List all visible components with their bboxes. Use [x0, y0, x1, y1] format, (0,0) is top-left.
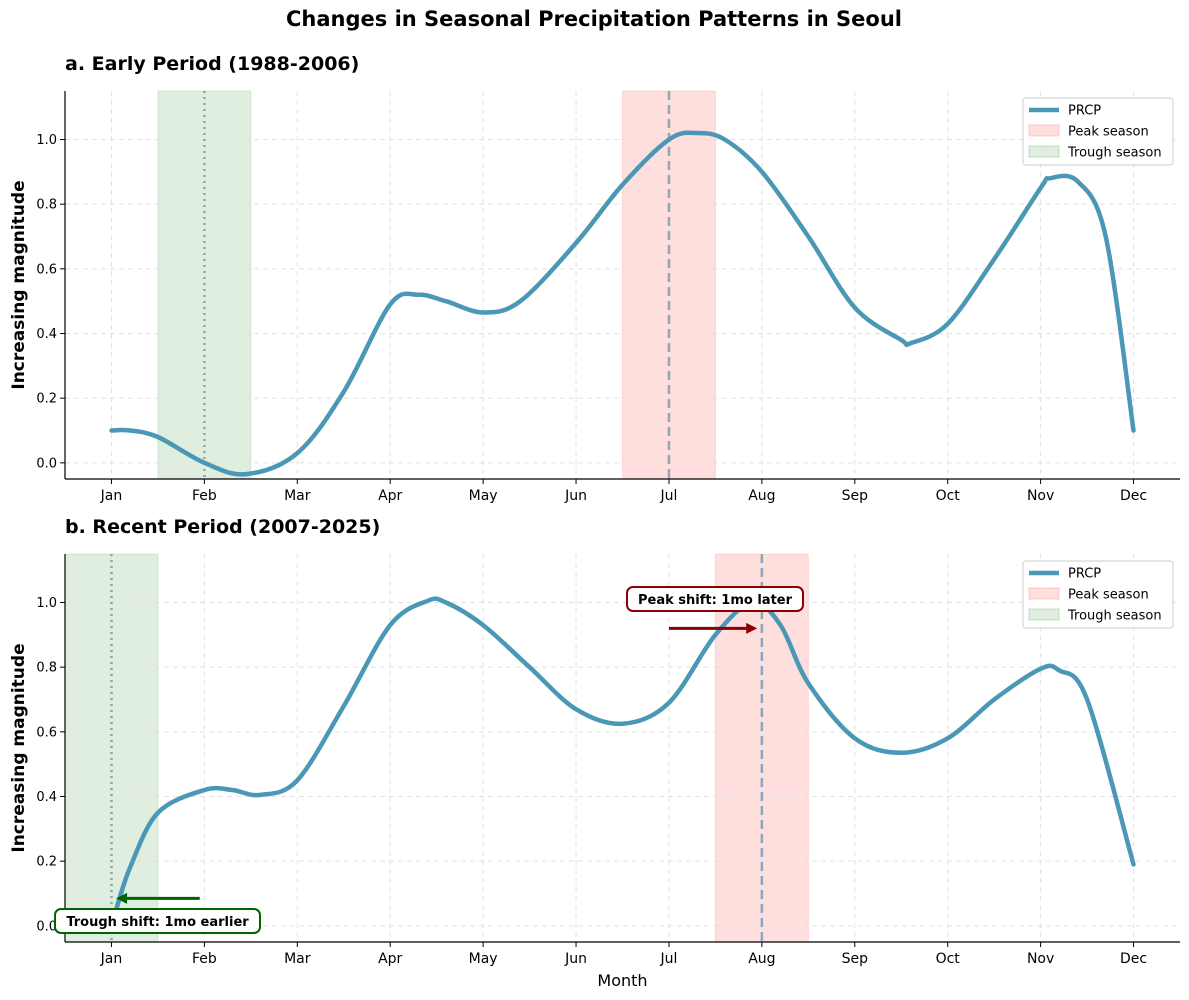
x-tick-label: Mar	[284, 951, 311, 967]
legend-box	[1022, 560, 1174, 629]
legend-peak-label: Peak season	[1068, 588, 1149, 603]
annotation-arrowhead	[746, 622, 758, 634]
x-tick-label: Dec	[1120, 951, 1147, 967]
x-tick-label: Mar	[284, 488, 311, 504]
y-tick-label: 0.2	[36, 855, 57, 870]
annotation-arrowhead	[116, 892, 128, 904]
y-tick-label: 0.4	[36, 790, 57, 805]
panel-title: b. Recent Period (2007-2025)	[65, 516, 380, 538]
x-tick-label: Oct	[936, 488, 961, 504]
panel-title: a. Early Period (1988-2006)	[65, 53, 359, 75]
x-tick-label: Feb	[192, 488, 217, 504]
x-tick-label: Nov	[1027, 951, 1054, 967]
annotation-text: Trough shift: 1mo earlier	[66, 915, 249, 930]
x-tick-label: Feb	[192, 951, 217, 967]
x-tick-label: Aug	[748, 488, 775, 504]
legend-peak-swatch	[1028, 124, 1060, 137]
x-axis-label: Month	[597, 971, 647, 990]
legend-trough-label: Trough season	[1067, 146, 1162, 161]
y-tick-label: 0.8	[36, 198, 57, 213]
prcp-series-line	[113, 596, 1136, 912]
y-tick-label: 0.6	[36, 725, 57, 740]
x-tick-label: Dec	[1120, 488, 1147, 504]
legend-peak-label: Peak season	[1068, 125, 1149, 140]
panel-a: a. Early Period (1988-2006) Jan Feb Mar Apr M…	[9, 53, 1180, 504]
x-tick-label: Jun	[564, 488, 587, 504]
x-tick-label: Jul	[660, 951, 678, 967]
y-tick-label: 0.4	[36, 327, 57, 342]
x-tick-label: Jan	[100, 951, 123, 967]
y-axis-label: Increasing magnitude	[9, 643, 29, 852]
x-tick-label: May	[469, 951, 498, 967]
legend-trough-swatch	[1028, 145, 1060, 158]
x-tick-label: Jul	[660, 488, 678, 504]
x-tick-label: Sep	[842, 951, 869, 967]
y-axis-label: Increasing magnitude	[9, 180, 29, 389]
legend-prcp-label: PRCP	[1068, 104, 1101, 119]
x-tick-label: Oct	[936, 951, 961, 967]
y-tick-label: 0.2	[36, 392, 57, 407]
legend-trough-swatch	[1028, 608, 1060, 621]
x-tick-label: Apr	[378, 488, 402, 504]
y-tick-label: 0.0	[36, 456, 57, 471]
legend-prcp-label: PRCP	[1068, 567, 1101, 582]
y-tick-label: 0.0	[36, 919, 57, 934]
figure-title: Changes in Seasonal Precipitation Patter…	[286, 7, 902, 31]
x-tick-label: Nov	[1027, 488, 1054, 504]
panel-b: b. Recent Period (2007-2025) Jan Feb Mar Apr…	[9, 516, 1180, 990]
x-tick-label: May	[469, 488, 498, 504]
legend-box	[1022, 97, 1174, 166]
prcp-series-line	[109, 130, 1136, 477]
x-tick-label: Apr	[378, 951, 402, 967]
y-tick-label: 0.6	[36, 262, 57, 277]
y-tick-label: 1.0	[36, 596, 57, 611]
annotation-box	[626, 586, 804, 612]
legend-trough-label: Trough season	[1067, 609, 1162, 624]
legend-peak-swatch	[1028, 587, 1060, 600]
x-tick-label: Aug	[748, 951, 775, 967]
x-tick-label: Sep	[842, 488, 869, 504]
annotation-box	[54, 908, 261, 934]
y-tick-label: 1.0	[36, 133, 57, 148]
x-tick-label: Jun	[564, 951, 587, 967]
x-tick-label: Jan	[100, 488, 123, 504]
y-tick-label: 0.8	[36, 661, 57, 676]
annotation-text: Peak shift: 1mo later	[638, 593, 793, 608]
